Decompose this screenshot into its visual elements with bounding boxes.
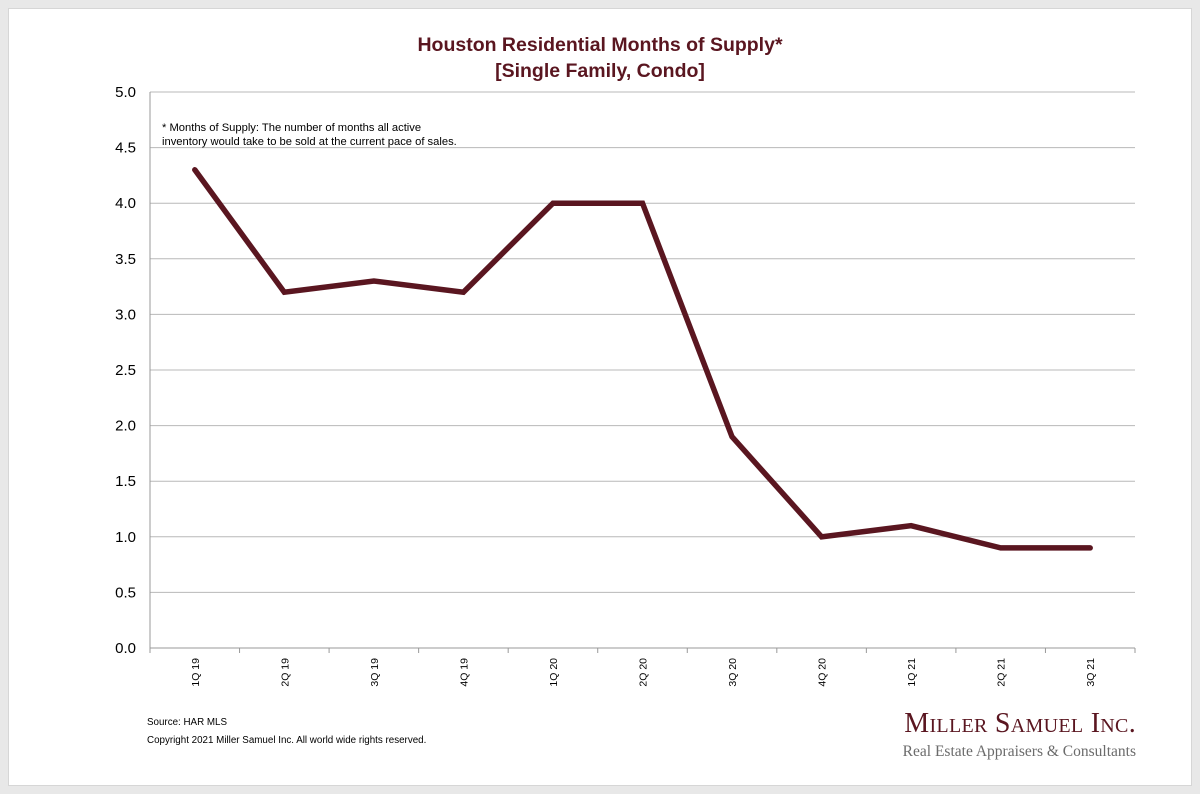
x-tick-label: 3Q 21 bbox=[1085, 658, 1097, 687]
x-tick-label: 4Q 20 bbox=[817, 658, 829, 687]
data-point bbox=[462, 291, 464, 293]
x-tick-label: 2Q 19 bbox=[279, 658, 291, 687]
series-line bbox=[192, 167, 1093, 551]
brand-tagline: Real Estate Appraisers & Consultants bbox=[902, 743, 1136, 760]
x-tick-label: 4Q 19 bbox=[458, 658, 470, 687]
x-tick-label: 3Q 20 bbox=[727, 658, 739, 687]
x-tick-label: 2Q 21 bbox=[996, 658, 1008, 687]
data-point bbox=[642, 202, 643, 204]
data-point bbox=[1000, 547, 1002, 549]
annotation-line-1: * Months of Supply: The number of months… bbox=[162, 122, 422, 134]
data-point bbox=[821, 536, 823, 538]
x-tick-label: 2Q 20 bbox=[638, 658, 650, 687]
y-tick-label: 3.0 bbox=[115, 306, 136, 323]
y-tick-label: 5.0 bbox=[115, 84, 136, 101]
y-tick-label: 4.0 bbox=[115, 195, 136, 212]
x-tick-label: 1Q 19 bbox=[190, 658, 202, 687]
copyright-note: Copyright 2021 Miller Samuel Inc. All wo… bbox=[147, 735, 427, 746]
brand-logo-name: Miller Samuel Inc. bbox=[904, 708, 1136, 739]
x-tick-label: 1Q 20 bbox=[548, 658, 560, 687]
y-tick-label: 1.0 bbox=[115, 529, 136, 546]
data-point bbox=[731, 436, 733, 438]
data-point bbox=[552, 202, 554, 204]
y-tick-label: 3.5 bbox=[115, 251, 136, 268]
x-tick-label: 3Q 19 bbox=[369, 658, 381, 687]
chart-subtitle: [Single Family, Condo] bbox=[495, 60, 705, 82]
y-tick-label: 0.5 bbox=[115, 584, 136, 601]
chart-title: Houston Residential Months of Supply* bbox=[417, 34, 783, 56]
chart-frame bbox=[8, 8, 1192, 786]
data-point bbox=[373, 280, 375, 282]
data-point bbox=[283, 291, 285, 293]
data-point bbox=[1089, 547, 1091, 549]
data-point bbox=[910, 525, 912, 527]
annotation-line-2: inventory would take to be sold at the c… bbox=[162, 136, 457, 148]
chart-annotation: * Months of Supply: The number of months… bbox=[162, 121, 457, 149]
y-tick-label: 2.0 bbox=[115, 418, 136, 435]
y-tick-label: 2.5 bbox=[115, 362, 136, 379]
source-note: Source: HAR MLS bbox=[147, 717, 228, 728]
y-tick-label: 1.5 bbox=[115, 473, 136, 490]
y-tick-label: 4.5 bbox=[115, 140, 136, 157]
x-tick-label: 1Q 21 bbox=[906, 658, 918, 687]
data-point bbox=[194, 169, 196, 171]
y-tick-label: 0.0 bbox=[115, 640, 136, 657]
